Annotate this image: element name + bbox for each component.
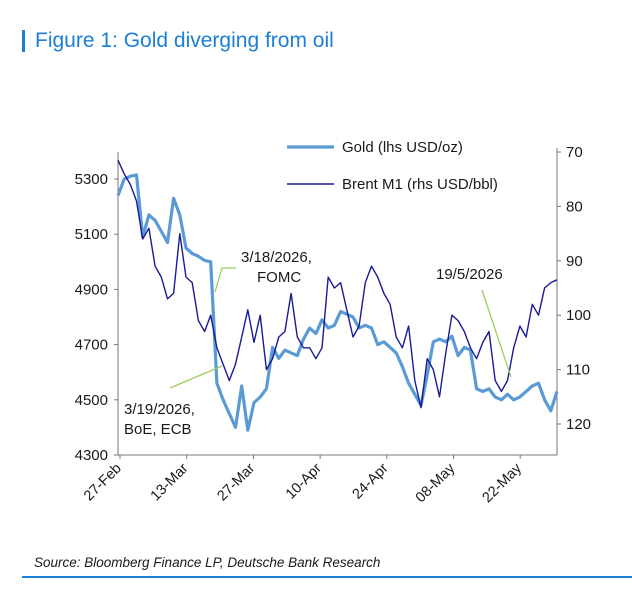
brent-series-line — [117, 159, 558, 409]
left-tick-label: 4300 — [75, 447, 108, 464]
annotation-leader — [169, 365, 223, 389]
figure-title: Figure 1: Gold diverging from oil — [35, 29, 334, 52]
annotation-label: FOMC — [257, 269, 301, 286]
legend-label: Brent M1 (rhs USD/bbl) — [342, 176, 498, 193]
annotation-leader — [214, 267, 236, 293]
left-tick-label: 4900 — [75, 281, 108, 298]
title-accent-bar — [22, 30, 25, 52]
gold-series-line — [116, 173, 559, 432]
x-tick-label: 22-May — [480, 460, 526, 506]
legend: Gold (lhs USD/oz) Brent M1 (rhs USD/bbl) — [287, 139, 498, 193]
right-tick-label: 100 — [566, 307, 591, 324]
series-layer — [116, 159, 559, 432]
x-tick-label: 13-Mar — [148, 460, 192, 504]
annotation-layer: 3/18/2026, FOMC 3/19/2026, BoE, ECB 19/5/202… — [124, 249, 512, 438]
annotation-label: 3/18/2026, — [241, 249, 312, 266]
x-tick-label: 10-Apr — [283, 460, 325, 502]
bottom-rule — [22, 576, 632, 578]
x-tick-label: 27-Feb — [81, 461, 125, 505]
source-note: Source: Bloomberg Finance LP, Deutsche B… — [34, 555, 381, 570]
annotation-label: 19/5/2026 — [436, 266, 503, 283]
right-tick-label: 110 — [566, 362, 590, 379]
right-tick-label: 80 — [566, 198, 583, 215]
left-tick-label: 4700 — [75, 337, 108, 354]
annotation-leader — [481, 289, 512, 378]
x-tick-label: 27-Mar — [214, 460, 258, 504]
left-tick-label: 5300 — [75, 171, 108, 188]
left-tick-label: 4500 — [75, 392, 108, 409]
left-tick-label: 5100 — [75, 226, 108, 243]
right-tick-label: 70 — [566, 144, 583, 161]
x-tick-label: 24-Apr — [350, 460, 392, 502]
annotation-label: 3/19/2026, — [124, 401, 195, 418]
legend-label: Gold (lhs USD/oz) — [342, 139, 463, 156]
right-tick-label: 90 — [566, 253, 583, 270]
annotation-label: BoE, ECB — [124, 421, 192, 438]
right-tick-label: 120 — [566, 416, 591, 433]
x-tick-label: 08-May — [413, 460, 459, 506]
